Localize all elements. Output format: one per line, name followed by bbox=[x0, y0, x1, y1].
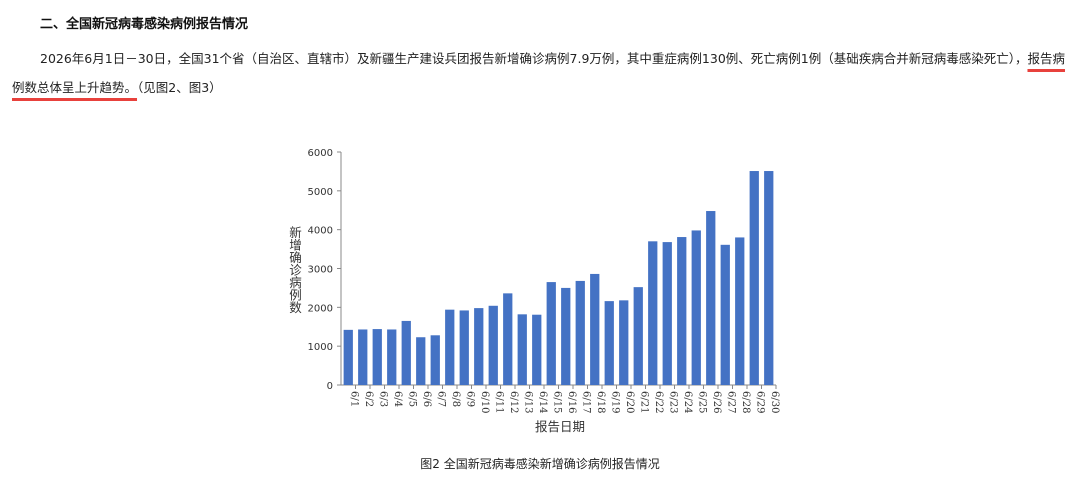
x-tick-label: 6/27 bbox=[725, 391, 736, 413]
x-tick-label: 6/26 bbox=[711, 391, 722, 413]
x-tick-label: 6/15 bbox=[551, 391, 562, 413]
bar bbox=[633, 287, 643, 385]
bar bbox=[488, 305, 498, 385]
bar bbox=[532, 314, 542, 385]
x-tick-label: 6/8 bbox=[450, 391, 461, 407]
x-tick-label: 6/20 bbox=[624, 391, 635, 413]
bar bbox=[546, 282, 556, 385]
bar bbox=[604, 301, 614, 385]
x-tick-label: 6/29 bbox=[754, 391, 765, 413]
x-tick-label: 6/23 bbox=[667, 391, 678, 413]
x-tick-label: 6/3 bbox=[377, 391, 388, 407]
bar bbox=[358, 329, 368, 385]
bar bbox=[619, 300, 629, 385]
x-tick-label: 6/18 bbox=[595, 391, 606, 413]
x-tick-label: 6/11 bbox=[493, 391, 504, 413]
bar bbox=[561, 287, 571, 385]
bar bbox=[590, 273, 600, 385]
bar bbox=[749, 171, 759, 385]
x-tick-label: 6/28 bbox=[740, 391, 751, 413]
x-tick-label: 6/24 bbox=[682, 391, 693, 413]
bar bbox=[401, 320, 411, 385]
x-tick-label: 6/16 bbox=[566, 391, 577, 413]
x-tick-label: 6/19 bbox=[609, 391, 620, 413]
figure-caption: 图2 全国新冠病毒感染新增确诊病例报告情况 bbox=[420, 457, 660, 471]
bar bbox=[474, 308, 484, 385]
y-tick-label: 4000 bbox=[308, 226, 333, 237]
x-tick-label: 6/10 bbox=[479, 391, 490, 413]
bar bbox=[648, 241, 658, 385]
x-tick-label: 6/6 bbox=[421, 391, 432, 407]
x-tick-label: 6/7 bbox=[435, 391, 446, 407]
highlighted-conclusion: 报告病例数总体呈上升趋势。 bbox=[12, 51, 1065, 95]
bar bbox=[575, 280, 585, 385]
figure-reference: （见图2、图3） bbox=[137, 80, 222, 95]
bar bbox=[706, 211, 716, 385]
x-tick-label: 6/13 bbox=[522, 391, 533, 413]
x-axis-label: 报告日期 bbox=[534, 419, 585, 434]
bar bbox=[662, 242, 672, 385]
bar bbox=[445, 309, 455, 385]
x-tick-label: 6/17 bbox=[580, 391, 591, 413]
bar bbox=[387, 329, 397, 385]
y-tick-label: 3000 bbox=[308, 265, 333, 276]
x-tick-label: 6/1 bbox=[348, 391, 359, 407]
bar bbox=[764, 171, 774, 385]
bar bbox=[691, 230, 701, 385]
x-tick-label: 6/9 bbox=[464, 391, 475, 407]
bar bbox=[372, 329, 382, 385]
bar bbox=[430, 335, 440, 385]
x-tick-label: 6/2 bbox=[363, 391, 374, 407]
paragraph-text: 2026年6月1日－30日，全国31个省（自治区、直辖市）及新疆生产建设兵团报告… bbox=[40, 51, 1028, 66]
bar bbox=[343, 329, 353, 385]
y-tick-label: 6000 bbox=[308, 148, 333, 159]
x-tick-label: 6/21 bbox=[638, 391, 649, 413]
bar bbox=[677, 237, 687, 385]
x-tick-label: 6/12 bbox=[508, 391, 519, 413]
y-tick-label: 5000 bbox=[308, 187, 333, 198]
report-paragraph: 2026年6月1日－30日，全国31个省（自治区、直辖市）及新疆生产建设兵团报告… bbox=[12, 44, 1074, 102]
y-axis-label: 新增确诊病例数 bbox=[287, 226, 302, 314]
bar bbox=[720, 244, 730, 385]
x-tick-label: 6/25 bbox=[696, 391, 707, 413]
x-tick-label: 6/4 bbox=[392, 391, 403, 407]
x-tick-label: 6/5 bbox=[406, 391, 417, 407]
y-tick-label: 1000 bbox=[308, 342, 333, 353]
bar bbox=[503, 293, 513, 385]
x-tick-label: 6/14 bbox=[537, 391, 548, 413]
y-tick-label: 0 bbox=[327, 381, 333, 392]
section-title: 二、全国新冠病毒感染病例报告情况 bbox=[40, 17, 249, 32]
y-tick-label: 2000 bbox=[308, 303, 333, 314]
bar bbox=[735, 237, 745, 385]
bar bbox=[416, 337, 426, 385]
bar bbox=[517, 314, 527, 385]
x-tick-label: 6/30 bbox=[769, 391, 780, 413]
bar bbox=[459, 310, 469, 385]
x-tick-label: 6/22 bbox=[653, 391, 664, 413]
